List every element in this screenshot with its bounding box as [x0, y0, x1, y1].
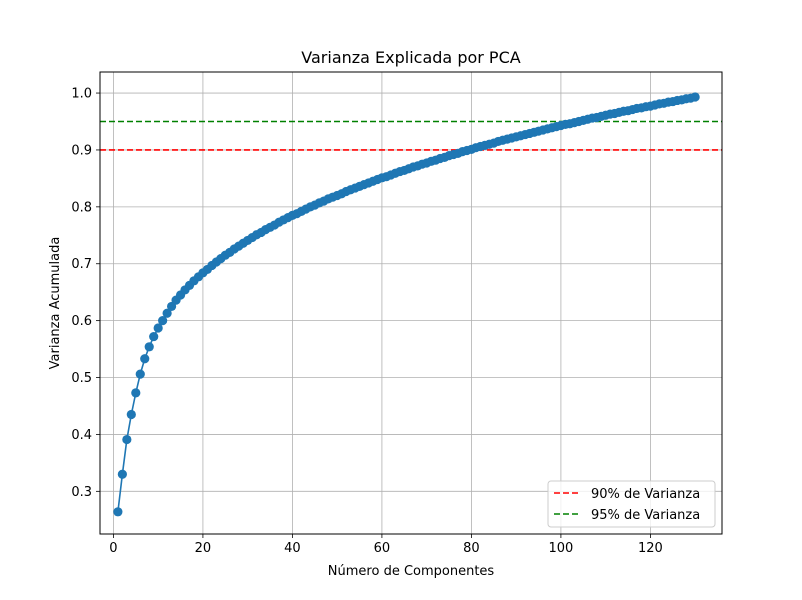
x-tick-label: 100 [548, 541, 573, 556]
x-tick-label: 20 [195, 541, 212, 556]
data-point [126, 409, 136, 420]
y-tick-label: 0.3 [71, 485, 92, 500]
data-point [122, 434, 132, 445]
data-point [117, 469, 127, 479]
data-point [162, 308, 172, 318]
reference-lines [100, 120, 722, 151]
legend: 90% de Varianza 95% de Varianza [547, 480, 716, 528]
x-tick-label: 0 [109, 541, 117, 556]
x-axis-ticks: 0 20 40 60 80 100 120 [109, 534, 663, 556]
data-point [113, 507, 123, 517]
data-point [153, 323, 163, 333]
legend-label-90: 90% de Varianza [591, 487, 700, 502]
data-point [158, 316, 168, 326]
data-point [149, 331, 159, 342]
y-tick-label: 0.9 [71, 143, 92, 158]
data-point [140, 354, 150, 364]
x-axis-title: Número de Componentes [328, 564, 495, 579]
y-tick-label: 0.4 [71, 428, 92, 443]
data-point [144, 342, 154, 352]
x-tick-label: 80 [463, 541, 480, 556]
data-point [131, 388, 141, 398]
x-tick-label: 60 [374, 541, 391, 556]
series-layer [113, 92, 700, 517]
legend-box [547, 480, 716, 528]
y-tick-label: 0.5 [71, 371, 92, 386]
y-tick-label: 0.6 [71, 314, 92, 329]
y-tick-label: 0.8 [71, 200, 92, 215]
plot-frame [99, 71, 723, 535]
data-point [690, 92, 700, 102]
legend-label-95: 95% de Varianza [591, 508, 700, 523]
chart-title: Varianza Explicada por PCA [301, 48, 520, 67]
y-tick-label: 0.7 [71, 257, 92, 272]
x-tick-label: 120 [638, 541, 663, 556]
y-axis-ticks: 0.3 0.4 0.5 0.6 0.7 0.8 0.9 1.0 [71, 87, 100, 500]
y-tick-label: 1.0 [71, 87, 92, 102]
x-tick-label: 40 [284, 541, 301, 556]
data-point [135, 369, 145, 379]
y-axis-title: Varianza Acumulada [48, 237, 63, 370]
